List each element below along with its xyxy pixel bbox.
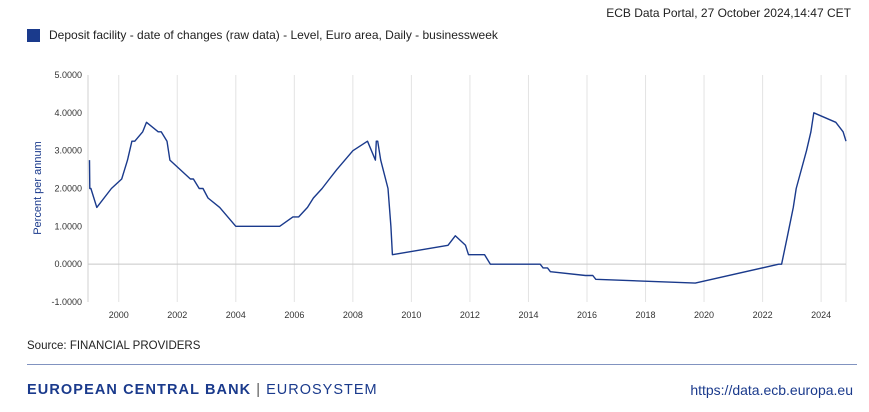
- x-tick-label: 2022: [753, 310, 773, 320]
- y-tick-label: 5.0000: [54, 70, 82, 80]
- y-tick-label: 4.0000: [54, 108, 82, 118]
- axis-layer: 2000 2002 2004 2006 2008 2010 2012 2014 2016 2018…: [51, 70, 831, 320]
- series-layer: [88, 112, 847, 284]
- y-tick-label: -1.0000: [51, 297, 82, 307]
- x-tick-label: 2012: [460, 310, 480, 320]
- y-tick-label: 2.0000: [54, 184, 82, 194]
- x-tick-label: 2002: [167, 310, 187, 320]
- y-tick-label: 0.0000: [54, 259, 82, 269]
- footer-divider: [27, 364, 857, 365]
- x-tick-label: 2006: [284, 310, 304, 320]
- x-tick-label: 2024: [811, 310, 831, 320]
- line-chart[interactable]: 2000 2002 2004 2006 2008 2010 2012 2014 2016 2018…: [0, 0, 869, 335]
- footer-separator: |: [256, 382, 262, 398]
- series-line[interactable]: [88, 112, 847, 284]
- portal-link[interactable]: https://data.ecb.europa.eu: [690, 382, 853, 398]
- y-axis-title: Percent per annum: [32, 141, 44, 235]
- x-tick-label: 2000: [109, 310, 129, 320]
- y-tick-label: 1.0000: [54, 221, 82, 231]
- y-tick-label: 3.0000: [54, 146, 82, 156]
- legend-label: Deposit facility - date of changes (raw …: [49, 28, 498, 42]
- x-tick-label: 2020: [694, 310, 714, 320]
- x-tick-label: 2008: [343, 310, 363, 320]
- legend-swatch: [27, 28, 40, 42]
- ecb-logo-text: EUROPEAN CENTRAL BANK | EUROSYSTEM: [27, 382, 378, 398]
- chart-legend[interactable]: Deposit facility - date of changes (raw …: [27, 28, 498, 42]
- x-tick-label: 2010: [401, 310, 421, 320]
- source-note: Source: FINANCIAL PROVIDERS: [27, 340, 201, 352]
- bank-name: EUROPEAN CENTRAL BANK: [27, 382, 252, 398]
- eurosystem-label: EUROSYSTEM: [266, 382, 378, 398]
- x-tick-label: 2014: [518, 310, 538, 320]
- timestamp: ECB Data Portal, 27 October 2024,14:47 C…: [606, 6, 851, 20]
- x-tick-label: 2018: [636, 310, 656, 320]
- x-tick-label: 2004: [226, 310, 246, 320]
- x-tick-label: 2016: [577, 310, 597, 320]
